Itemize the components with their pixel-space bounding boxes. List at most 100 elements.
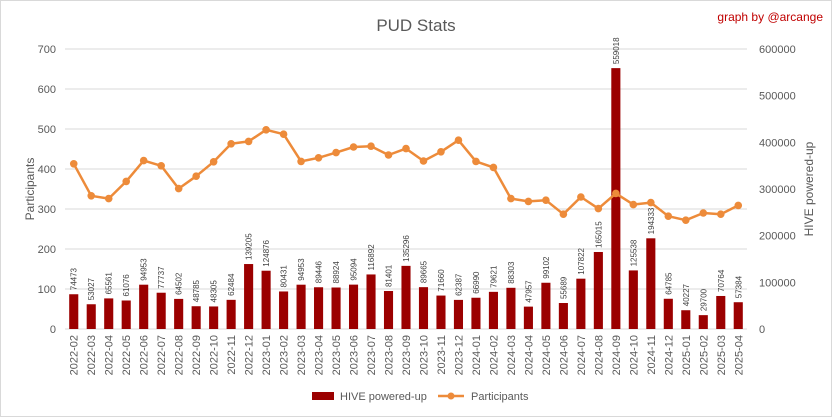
x-tick-label: 2022-12	[244, 335, 256, 375]
bar-data-label: 55689	[559, 276, 568, 299]
x-tick-label: 2025-01	[681, 335, 693, 375]
line-point	[542, 196, 550, 204]
bar	[646, 238, 656, 329]
legend: HIVE powered-up Participants	[312, 391, 529, 403]
bar-data-label: 77737	[157, 266, 166, 289]
x-tick-label: 2025-02	[698, 335, 710, 375]
bar-data-label: 88924	[332, 261, 341, 284]
line-point	[69, 160, 78, 168]
bar	[418, 287, 429, 329]
line-point	[297, 157, 305, 166]
line-point	[227, 140, 235, 148]
bar-data-label: 65561	[105, 272, 114, 295]
line-point	[419, 157, 428, 165]
bar-data-label: 89665	[419, 260, 428, 283]
participants-line	[72, 128, 739, 222]
x-tick-label: 2023-11	[436, 335, 448, 375]
bar-data-label: 62484	[227, 273, 236, 296]
bar	[348, 284, 359, 329]
x-tick-label: 2024-06	[558, 335, 570, 375]
y-left-tick-label: 100	[38, 284, 56, 296]
x-tick-label: 2022-07	[156, 335, 168, 375]
axis-ticks: 0 100 200 300 400 500 600 700 0 100000 200000 30000…	[38, 44, 796, 375]
line-point	[122, 177, 131, 186]
bar-data-label: 194333	[647, 207, 656, 234]
bar-data-label: 79621	[489, 265, 498, 288]
legend-label-bar: HIVE powered-up	[340, 391, 427, 403]
bar-data-label: 71660	[437, 269, 446, 292]
bar	[331, 287, 341, 329]
line-point	[314, 154, 323, 162]
bar	[628, 270, 638, 329]
line-point	[559, 210, 568, 218]
x-tick-label: 2022-03	[86, 335, 98, 375]
bar	[174, 298, 184, 329]
bar-data-label: 80431	[280, 265, 289, 288]
y-right-tick-label: 0	[759, 324, 765, 336]
line-point	[507, 194, 515, 203]
x-tick-label: 2024-10	[628, 335, 640, 375]
x-tick-label: 2025-04	[733, 335, 745, 375]
x-tick-label: 2024-04	[523, 335, 535, 375]
line-point	[87, 192, 96, 200]
line-point	[262, 126, 270, 134]
bar-data-label: 88303	[507, 261, 516, 284]
line-point	[716, 210, 725, 218]
bar	[69, 294, 79, 329]
x-tick-label: 2023-06	[349, 335, 361, 375]
x-tick-label: 2022-02	[69, 335, 81, 375]
bar-data-label: 95094	[350, 258, 359, 281]
line-point	[192, 172, 200, 180]
bar	[453, 299, 464, 329]
y-left-tick-label: 600	[38, 84, 56, 96]
y-axis-left-title: Participants	[23, 158, 37, 221]
bar	[593, 251, 603, 329]
x-tick-label: 2024-12	[663, 335, 675, 375]
x-tick-label: 2023-10	[418, 335, 430, 375]
bar-data-label: 29700	[699, 288, 708, 311]
chart-title: PUD Stats	[376, 16, 455, 35]
bar-data-label: 61076	[122, 274, 131, 297]
line-point	[664, 212, 673, 220]
x-tick-label: 2022-04	[104, 335, 116, 375]
line-point	[209, 158, 218, 166]
bar	[104, 298, 114, 329]
bar-series	[69, 68, 743, 329]
bar	[156, 292, 166, 329]
bar	[383, 291, 394, 329]
x-tick-label: 2024-11	[646, 335, 658, 375]
bar-data-label: 107822	[577, 247, 586, 274]
line-point	[647, 198, 655, 207]
bar	[558, 303, 568, 329]
bar-data-label: 62387	[454, 273, 463, 296]
legend-label-line: Participants	[471, 391, 529, 403]
x-tick-label: 2023-05	[331, 335, 343, 375]
x-tick-label: 2022-11	[226, 335, 238, 375]
line-point	[279, 130, 288, 138]
x-tick-label: 2022-10	[209, 335, 221, 375]
bar	[244, 264, 254, 329]
x-tick-label: 2024-01	[471, 335, 483, 375]
bar	[314, 287, 324, 329]
x-tick-label: 2022-09	[191, 335, 203, 375]
x-tick-label: 2024-08	[593, 335, 605, 375]
y-left-tick-label: 300	[38, 204, 56, 216]
bar	[733, 302, 743, 329]
x-tick-label: 2022-06	[139, 335, 151, 375]
line-point	[612, 189, 620, 198]
bar-data-label: 74473	[70, 267, 79, 290]
bar	[226, 299, 236, 329]
bar-data-label: 139205	[245, 233, 254, 260]
x-tick-label: 2023-04	[314, 335, 326, 375]
x-tick-label: 2024-07	[576, 335, 588, 375]
line-point	[332, 148, 340, 157]
bar-data-label: 94953	[140, 258, 149, 281]
line-point	[472, 157, 480, 166]
bar	[523, 306, 533, 329]
bar-data-label: 135296	[402, 235, 411, 262]
bar	[139, 284, 149, 329]
data-labels: 74473 53027 65561 61076 94953 77737 64502 48785…	[70, 37, 744, 311]
bar-data-label: 70764	[717, 269, 726, 292]
y-right-tick-label: 600000	[759, 44, 796, 56]
y-axis-right-title: HIVE powered-up	[802, 141, 816, 236]
